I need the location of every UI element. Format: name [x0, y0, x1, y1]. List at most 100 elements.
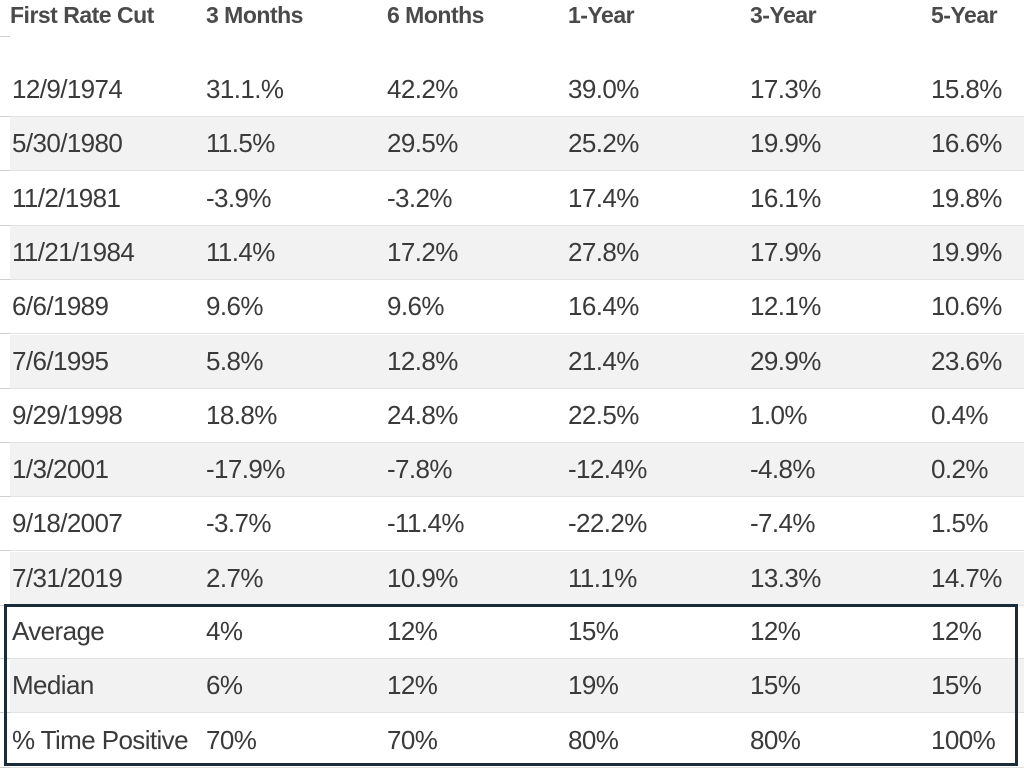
header-1-year: 1-Year [568, 2, 635, 28]
row-tick [0, 767, 10, 768]
row-divider [10, 170, 1024, 171]
table-row-1-year-cell: 21.4% [568, 346, 639, 376]
table-row-6-months-cell: 10.9% [387, 563, 458, 593]
table-row-3-year-cell: 13.3% [750, 563, 821, 593]
table-row: 11/2/1981 -3.9% -3.2% 17.4% 16.1% 19.8% [10, 172, 1024, 226]
table-row: 5/30/1980 11.5% 29.5% 25.2% 19.9% 16.6% [10, 117, 1024, 171]
table-row-1-year-cell: 11.1% [568, 563, 637, 593]
row-divider [10, 712, 1024, 713]
table-row-6-months-cell: -3.2% [387, 183, 453, 213]
summary-row-3-year-cell: 15% [750, 670, 801, 700]
summary-row: Average 4% 12% 15% 12% 12% [10, 605, 1024, 659]
summary-row-1-year-cell: 15% [568, 616, 619, 646]
header-3-months: 3 Months [206, 2, 303, 28]
row-divider [10, 279, 1024, 280]
row-tick [0, 225, 10, 226]
table-row-date-cell: 6/6/1989 [12, 291, 109, 321]
table-row-date-cell: 12/9/1974 [12, 74, 123, 104]
summary-row-6-months-cell: 12% [387, 616, 438, 646]
table-header: First Rate Cut 3 Months 6 Months 1-Year … [0, 0, 1024, 36]
table-row-3-months-cell: 2.7% [206, 563, 263, 593]
table-row-6-months-cell: -7.8% [387, 454, 453, 484]
table-row-3-year-cell: 17.9% [750, 237, 821, 267]
row-divider [10, 658, 1024, 659]
row-tick [0, 279, 10, 280]
row-divider [10, 767, 1024, 768]
table-row-3-months-cell: 9.6% [206, 291, 263, 321]
row-divider [10, 388, 1024, 389]
table-row-1-year-cell: -12.4% [568, 454, 647, 484]
row-tick [0, 712, 10, 713]
row-tick [0, 496, 10, 497]
table-row-5-year-cell: 0.2% [931, 454, 988, 484]
row-divider [10, 116, 1024, 117]
table-row-5-year-cell: 0.4% [931, 400, 988, 430]
table-row-1-year-cell: -22.2% [568, 508, 647, 538]
summary-row-date-cell: Average [12, 616, 105, 646]
table-row-3-months-cell: -17.9% [206, 454, 285, 484]
table-row-3-year-cell: 17.3% [750, 74, 821, 104]
row-divider [10, 496, 1024, 497]
table-row-3-year-cell: 16.1% [750, 183, 821, 213]
row-divider [10, 550, 1024, 551]
table-row-3-year-cell: 1.0% [750, 400, 807, 430]
summary-row-3-months-cell: 6% [206, 670, 243, 700]
table-row-3-months-cell: -3.9% [206, 183, 272, 213]
table-row: 6/6/1989 9.6% 9.6% 16.4% 12.1% 10.6% [10, 280, 1024, 334]
table-row-1-year-cell: 39.0% [568, 74, 639, 104]
summary-row-date-cell: % Time Positive [12, 725, 189, 755]
header-5-year: 5-Year [931, 2, 998, 28]
table-row-3-year-cell: 29.9% [750, 346, 821, 376]
table-row-6-months-cell: 42.2% [387, 74, 458, 104]
table-row-5-year-cell: 19.8% [931, 183, 1002, 213]
row-tick [0, 658, 10, 659]
table-row-3-months-cell: 5.8% [206, 346, 263, 376]
summary-row-5-year-cell: 12% [931, 616, 982, 646]
header-3-year: 3-Year [750, 2, 817, 28]
summary-row: Median 6% 12% 19% 15% 15% [10, 659, 1024, 713]
row-tick [0, 116, 10, 117]
table-row-3-months-cell: 11.5% [206, 128, 275, 158]
table-row-3-months-cell: 11.4% [206, 237, 275, 267]
table-row-6-months-cell: 24.8% [387, 400, 458, 430]
table-row-1-year-cell: 17.4% [568, 183, 639, 213]
table-row-1-year-cell: 25.2% [568, 128, 639, 158]
table-row: 12/9/1974 31.1.% 42.2% 39.0% 17.3% 15.8% [10, 63, 1024, 117]
table-row-5-year-cell: 19.9% [931, 237, 1002, 267]
table-row: 9/18/2007 -3.7% -11.4% -22.2% -7.4% 1.5% [10, 497, 1024, 551]
summary-row-6-months-cell: 70% [387, 725, 438, 755]
row-tick [0, 605, 10, 606]
table-row-date-cell: 9/29/1998 [12, 400, 123, 430]
table-row-1-year-cell: 22.5% [568, 400, 639, 430]
summary-row-1-year-cell: 19% [568, 670, 619, 700]
table-row-date-cell: 7/31/2019 [12, 563, 123, 593]
summary-row: % Time Positive 70% 70% 80% 80% 100% [10, 714, 1024, 768]
table-row-date-cell: 11/21/1984 [12, 237, 135, 267]
table-row-5-year-cell: 16.6% [931, 128, 1002, 158]
table-row-3-year-cell: -4.8% [750, 454, 816, 484]
summary-row-date-cell: Median [12, 670, 94, 700]
table-row-date-cell: 9/18/2007 [12, 508, 123, 538]
header-6-months: 6 Months [387, 2, 484, 28]
table-row-date-cell: 7/6/1995 [12, 346, 109, 376]
row-tick [0, 388, 10, 389]
row-divider [10, 442, 1024, 443]
table-row-date-cell: 5/30/1980 [12, 128, 123, 158]
table-row-3-year-cell: 19.9% [750, 128, 821, 158]
summary-row-3-year-cell: 80% [750, 725, 801, 755]
table-row-date-cell: 1/3/2001 [12, 454, 109, 484]
row-tick [0, 36, 10, 37]
table-row-date-cell: 11/2/1981 [12, 183, 121, 213]
row-tick [0, 442, 10, 443]
row-tick [0, 170, 10, 171]
summary-row-6-months-cell: 12% [387, 670, 438, 700]
header-first-rate-cut: First Rate Cut [10, 2, 154, 28]
table-row-6-months-cell: 17.2% [387, 237, 458, 267]
table-row-5-year-cell: 15.8% [931, 74, 1002, 104]
table-row-1-year-cell: 16.4% [568, 291, 639, 321]
table-row-3-months-cell: 31.1.% [206, 74, 284, 104]
table-row: 1/3/2001 -17.9% -7.8% -12.4% -4.8% 0.2% [10, 443, 1024, 497]
row-divider [10, 225, 1024, 226]
table-row: 7/31/2019 2.7% 10.9% 11.1% 13.3% 14.7% [10, 552, 1024, 606]
table-row-3-months-cell: 18.8% [206, 400, 277, 430]
